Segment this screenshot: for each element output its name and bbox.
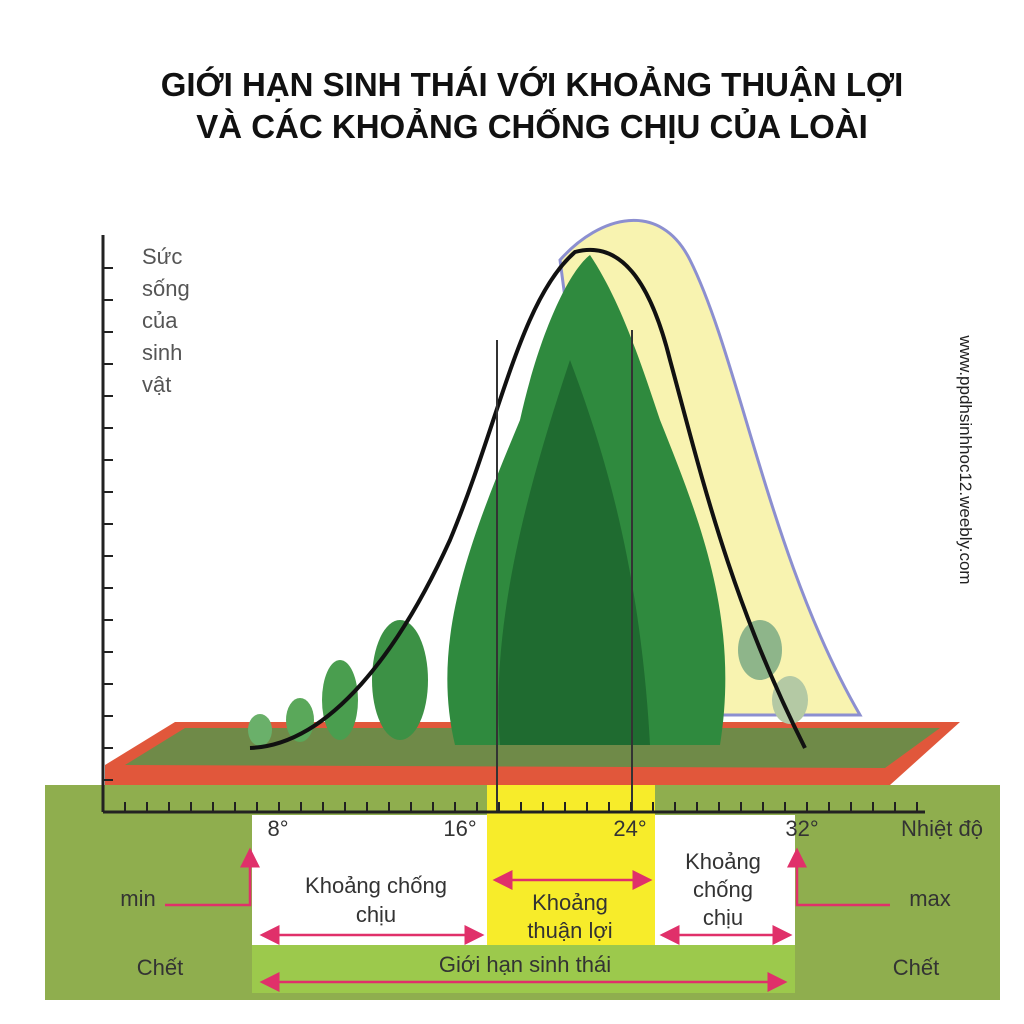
y-axis-label: sinh [142, 340, 182, 365]
tolerance-label: chịu [356, 902, 396, 927]
y-axis-label: Sức [142, 244, 182, 269]
axes [101, 235, 925, 814]
x-tick-label: 16° [443, 816, 476, 841]
min-label: min [120, 886, 155, 911]
tolerance-label: Khoảng chống [305, 873, 447, 898]
title-line: VÀ CÁC KHOẢNG CHỐNG CHỊU CỦA LOÀI [196, 107, 868, 145]
tolerance-label: chống [693, 877, 753, 902]
x-tick-label: 24° [613, 816, 646, 841]
optimal-label: Khoảng [532, 890, 608, 915]
limit-label: Giới hạn sinh thái [439, 952, 611, 977]
optimal-label: thuận lợi [527, 918, 612, 943]
max-label: max [909, 886, 951, 911]
x-tick-label: 8° [267, 816, 288, 841]
tolerance-label: chịu [703, 905, 743, 930]
x-tick-label: 32° [785, 816, 818, 841]
arrows [165, 847, 890, 992]
tolerance-label: Khoảng [685, 849, 761, 874]
watermark: www.ppdhsinhhoc12.weebly.com [956, 334, 975, 584]
tray-soil [125, 728, 940, 768]
y-axis-label: vật [142, 372, 171, 397]
x-axis-label: Nhiệt độ [901, 816, 983, 841]
viability-curve [249, 248, 807, 750]
death-label: Chết [137, 955, 183, 980]
death-label: Chết [893, 955, 939, 980]
title-line: GIỚI HẠN SINH THÁI VỚI KHOẢNG THUẬN LỢI [161, 66, 904, 103]
y-axis-label: của [142, 308, 178, 333]
y-axis-label: sống [142, 276, 190, 301]
